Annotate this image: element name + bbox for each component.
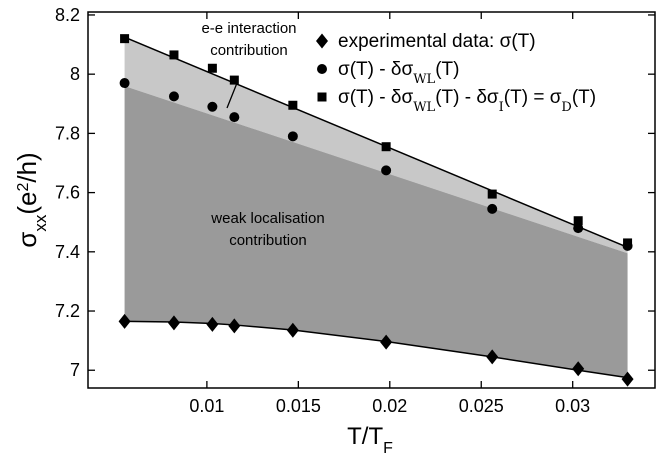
legend-label-part: WL (413, 100, 435, 115)
legend-label-part: (T) - δσ (435, 87, 499, 108)
data-point-diamond (206, 316, 219, 332)
data-point-diamond (621, 371, 634, 387)
annotation-line: e-e interaction (201, 20, 296, 37)
data-point-square (487, 189, 497, 199)
y-axis-title: σxx(e2/h) (12, 152, 50, 247)
data-point-square (120, 34, 130, 44)
legend-label-part: (T) (572, 87, 596, 108)
data-point-square (381, 142, 391, 152)
plot-frame (87, 11, 656, 389)
data-point-circle (487, 203, 498, 214)
legend-label-part: (T) = σ (504, 87, 562, 108)
data-point-diamond (486, 349, 499, 365)
y-tick: 8 (70, 64, 655, 84)
data-point-circle (381, 165, 392, 176)
data-point-square (288, 100, 298, 110)
data-point-square (229, 75, 239, 85)
legend-label-part: (T) (435, 59, 459, 80)
x-axis-title-sub: F (383, 440, 393, 457)
data-point-circle (287, 131, 298, 142)
annotation-line: weak localisation (210, 210, 324, 227)
x-tick-label: 0.03 (555, 396, 590, 416)
x-tick: 0.03 (555, 12, 590, 416)
data-point-circle (229, 112, 240, 123)
data-point-diamond (286, 322, 299, 338)
legend-label-part: D (561, 100, 571, 115)
ee-annotation-pointer (226, 82, 238, 109)
data-point-square (207, 63, 217, 73)
data-point-square (317, 92, 327, 102)
data-point-circle (317, 64, 327, 74)
x-tick-label: 0.01 (189, 396, 224, 416)
data-point-diamond (316, 33, 328, 49)
y-tick-label: 7.4 (55, 242, 80, 262)
data-point-circle (168, 91, 179, 102)
legend-label-part: WL (413, 72, 435, 87)
y-tick-label: 7.6 (55, 183, 80, 203)
x-tick-label: 0.015 (276, 396, 321, 416)
annotation-line: contribution (229, 232, 307, 249)
legend-entry: σ(T) - δσWL(T) - δσI(T) = σD(T) (317, 87, 596, 115)
y-tick-label: 7.8 (55, 123, 80, 143)
legend-label: experimental data: σ(T) (338, 31, 536, 52)
y-tick: 7.8 (55, 123, 655, 143)
y-tick-label: 8.2 (55, 5, 80, 25)
x-tick-label: 0.025 (459, 396, 504, 416)
y-axis-title-end: /h) (12, 152, 42, 182)
x-axis-title-main: T/T (347, 423, 383, 450)
x-tick: 0.02 (372, 12, 407, 416)
legend-label-part: σ(T) - δσ (338, 59, 413, 80)
legend-label-part: experimental data: σ(T) (338, 31, 536, 52)
y-axis-title-rest: (e (12, 192, 42, 215)
data-point-diamond (167, 315, 180, 331)
weak-localisation-band (124, 86, 628, 378)
legend-label: σ(T) - δσWL(T) (338, 59, 459, 87)
data-point-diamond (118, 313, 131, 329)
data-point-circle (119, 78, 130, 89)
legend-entry: σ(T) - δσWL(T) (317, 59, 459, 87)
y-tick-label: 7 (70, 360, 80, 380)
data-point-square (169, 50, 179, 60)
y-tick: 7.4 (55, 242, 655, 262)
series-square (120, 34, 633, 248)
legend-entry: experimental data: σ(T) (316, 31, 536, 52)
x-tick: 0.025 (459, 12, 504, 416)
y-axis-title-sup: 2 (15, 183, 32, 192)
data-point-diamond (572, 361, 585, 377)
y-axis-title-main: σ (12, 232, 42, 248)
data-point-square (573, 216, 583, 226)
y-tick-label: 7.2 (55, 301, 80, 321)
y-axis-title-sub: xx (31, 214, 50, 232)
x-tick: 0.015 (276, 12, 321, 416)
data-point-circle (207, 101, 218, 112)
ee-interaction-annotation: e-e interaction contribution (201, 20, 296, 59)
data-point-square (623, 238, 633, 248)
data-point-circle (573, 223, 584, 234)
y-tick: 7 (70, 360, 655, 380)
x-tick: 0.01 (189, 12, 224, 416)
y-tick: 8.2 (55, 5, 655, 25)
y-tick: 7.6 (55, 183, 655, 203)
legend-label-part: σ(T) - δσ (338, 87, 413, 108)
y-tick-label: 8 (70, 64, 80, 84)
annotation-line: contribution (210, 42, 288, 59)
data-point-diamond (228, 318, 241, 334)
x-tick-label: 0.02 (372, 396, 407, 416)
legend-label: σ(T) - δσWL(T) - δσI(T) = σD(T) (338, 87, 596, 115)
weak-localisation-annotation: weak localisation contribution (210, 210, 324, 249)
ee-interaction-band (124, 37, 628, 254)
x-axis-title: T/TF (347, 423, 393, 457)
legend-label-part: I (499, 100, 504, 115)
data-point-diamond (380, 334, 393, 350)
y-tick: 7.2 (55, 301, 655, 321)
series-diamond (118, 313, 634, 387)
